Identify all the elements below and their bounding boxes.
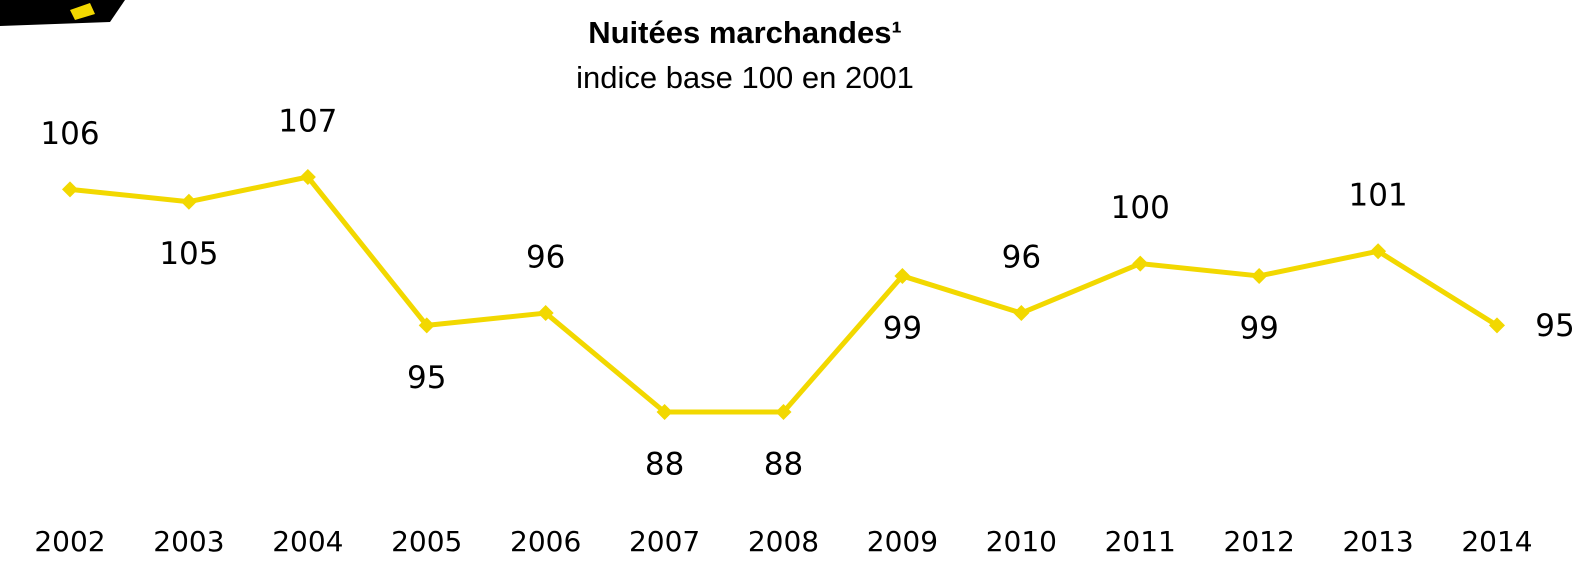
x-tick-label: 2010 xyxy=(986,525,1057,558)
data-label: 101 xyxy=(1348,178,1407,214)
x-tick-label: 2003 xyxy=(153,525,224,558)
data-label: 99 xyxy=(1239,310,1278,346)
line xyxy=(69,174,1499,415)
logo xyxy=(0,0,125,26)
data-label: 107 xyxy=(278,104,337,140)
marker xyxy=(1489,317,1505,334)
data-label: 96 xyxy=(526,240,565,276)
marker xyxy=(1132,255,1149,272)
chart-title: Nuitées marchandes¹ xyxy=(588,15,902,50)
marker xyxy=(299,169,316,185)
data-label: 99 xyxy=(883,310,922,346)
x-tick-label: 2008 xyxy=(748,525,819,558)
marker xyxy=(656,404,673,420)
x-tick-label: 2014 xyxy=(1461,525,1532,558)
marker xyxy=(1251,267,1268,284)
data-label: 95 xyxy=(407,360,446,396)
x-tick-label: 2011 xyxy=(1105,525,1176,558)
x-tick-label: 2004 xyxy=(272,525,343,558)
marker xyxy=(1013,305,1030,322)
marker xyxy=(180,193,197,210)
data-label: 88 xyxy=(764,447,803,483)
marker xyxy=(1370,243,1387,260)
marker xyxy=(418,317,435,334)
x-tick-label: 2007 xyxy=(629,525,700,558)
logo-accent xyxy=(70,3,95,20)
x-tick-label: 2013 xyxy=(1342,525,1413,558)
x-tick-label: 2012 xyxy=(1224,525,1295,558)
x-tick-label: 2005 xyxy=(391,525,462,558)
data-label: 96 xyxy=(1002,240,1041,276)
chart-subtitle: indice base 100 en 2001 xyxy=(576,60,914,95)
data-label: 88 xyxy=(645,447,684,483)
data-label: 105 xyxy=(159,236,218,272)
marker xyxy=(894,267,911,284)
x-tick-label: 2002 xyxy=(34,525,105,558)
x-tick-label: 2006 xyxy=(510,525,581,558)
x-tick-label: 2009 xyxy=(867,525,938,558)
marker xyxy=(62,181,78,198)
marker xyxy=(775,404,792,420)
data-label: 106 xyxy=(40,116,99,152)
data-label: 95 xyxy=(1535,308,1574,344)
marker xyxy=(537,305,554,322)
data-label: 100 xyxy=(1111,190,1170,226)
